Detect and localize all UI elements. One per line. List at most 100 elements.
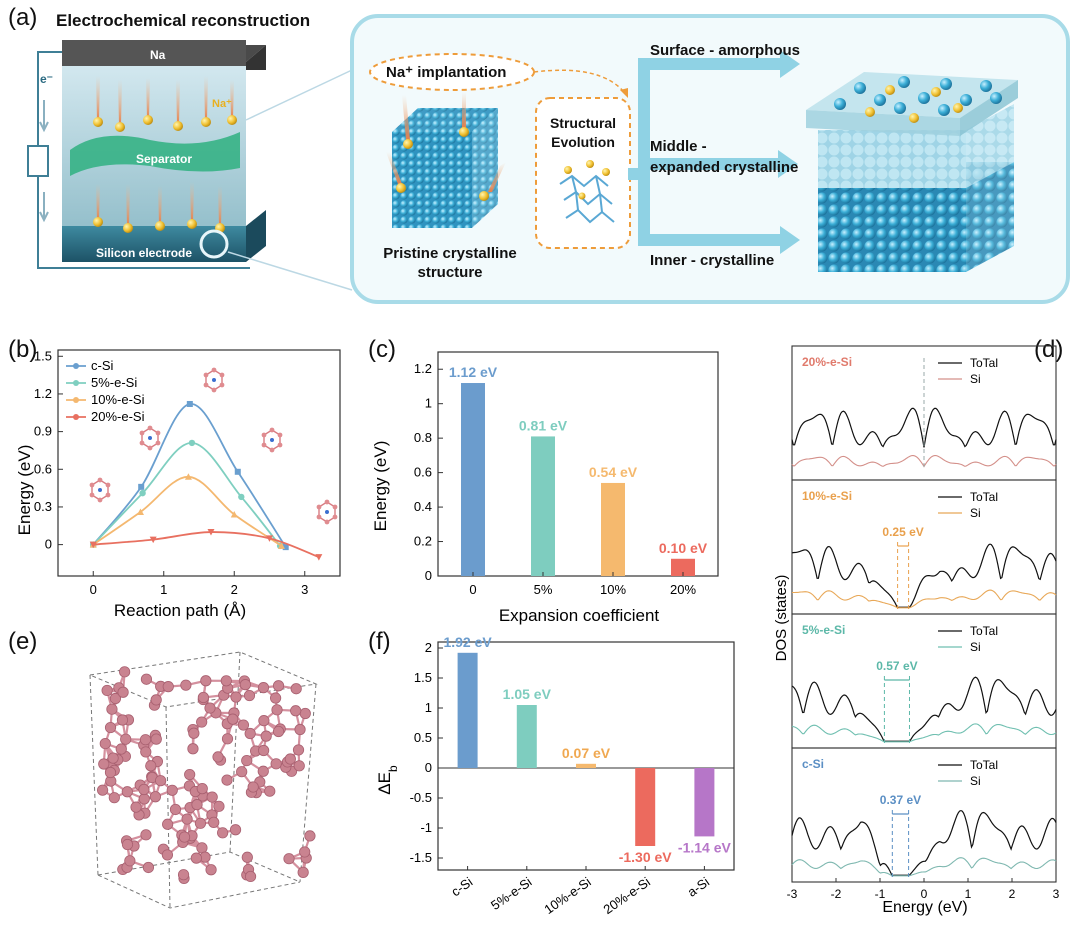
chart-b-molecule-icon [203,367,225,393]
si-atom [208,816,220,828]
chart-f-data-label: -1.30 eV [619,849,673,865]
chart-c-ytick-label: 0.4 [414,499,432,514]
chart-d-subplot-title: 10%-e-Si [802,489,852,503]
chart-f-ytick-label: -0.5 [410,790,432,805]
si-atom [258,744,270,757]
si-atom [187,743,199,755]
si-atom [230,691,242,703]
chart-c-ytick-label: 0 [425,568,432,583]
chart-b-legend-marker [73,380,79,386]
middle-label: Middle - expanded crystalline [650,136,798,178]
si-atom [184,768,196,781]
chart-d-xtick-label: 0 [921,887,928,901]
chart-f-ytick-label: 0 [425,760,432,775]
chart-c-ytick-label: 0.6 [414,465,432,480]
chart-b-point [234,468,241,475]
chart-c-bar [671,558,695,576]
si-atom [292,744,305,756]
si-atom [196,842,208,854]
chart-d-total-curve [791,407,1057,448]
si-atom [221,774,233,786]
si-atom [294,723,306,736]
pristine-label-line2: structure [417,264,483,281]
si-atom [166,784,178,796]
si-atom [181,813,193,825]
chart-d-legend-label: ToTal [970,624,998,638]
chart-f-ylabel-sub: b [386,765,400,772]
chart-d-si-curve [791,723,1057,743]
chart-f-ylabel-main: ΔE [375,772,394,795]
chart-b-ytick-label: 1.5 [34,348,52,363]
chart-d-gap-label: 0.57 eV [876,659,917,673]
si-atom [162,818,174,830]
chart-b-xtick-label: 1 [160,582,167,597]
panel-f-label: (f) [368,628,391,655]
chart-b-point [184,473,192,480]
si-atom [239,679,251,691]
evolution-label-line2: Evolution [551,134,615,150]
chart-b-xtick-label: 3 [301,582,308,597]
si-atom [241,851,253,863]
battery-cell [62,40,266,262]
chart-f-bar [694,768,715,837]
chart-d-total-curve [791,809,1057,877]
chart-d-xlabel: Energy (eV) [882,899,967,916]
chart-c-xlabel: Expansion coefficient [499,606,660,625]
chart-b-legend-label: 20%-e-Si [91,409,145,424]
si-atom [104,721,117,734]
chart-f-xtick-label: 10%-e-Si [541,874,593,917]
chart-b-point [186,400,193,407]
si-atom [213,800,225,812]
si-atom [299,846,311,858]
si-atom [96,784,109,796]
si-atom [99,737,111,750]
si-atom [247,781,259,793]
pristine-cube [386,92,506,228]
chart-b-ytick-label: 1.2 [34,386,52,401]
si-atom [188,727,200,739]
si-atom [205,864,217,876]
chart-d-legend-label: Si [970,640,981,654]
chart-d-gap-label: 0.37 eV [880,793,921,807]
si-atom [200,675,212,687]
chart-b-point [89,541,97,549]
panel-b-label: (b) [8,336,38,363]
chart-d-legend-label: ToTal [970,758,998,772]
si-atom [264,785,276,797]
chart-c-bar [461,383,485,576]
si-atom [98,758,110,770]
chart-b-point [207,529,215,536]
chart-f-ylabel: ΔEb [375,765,400,795]
chart-f-xtick-label: a-Si [685,874,713,900]
chart-c-ylabel: Energy (eV) [371,441,390,532]
chart-d-xtick-label: 3 [1053,887,1060,901]
chart-d-legend-label: ToTal [970,490,998,504]
chart-b-point [149,536,157,544]
si-atom [140,829,152,841]
chart-f-xtick-label: 5%-e-Si [488,874,535,913]
si-atom [138,793,150,805]
si-atom [206,791,218,803]
si-atom [212,751,224,763]
chart-b-point [282,544,289,551]
chart-d-xtick-label: -2 [831,887,842,901]
chart-b-legend-label: c-Si [91,358,114,373]
separator-label: Separator [136,152,193,166]
si-atom [244,727,256,740]
chart-b-legend-label: 10%-e-Si [91,392,145,407]
chart-c-ytick-label: 0.8 [414,430,432,445]
panel-a-label: (a) [8,4,38,31]
chart-b-molecule-icon [316,499,338,525]
implantation-label: Na⁺ implantation [386,64,507,81]
si-atom [121,786,133,798]
chart-b-legend-marker [73,363,79,369]
si-atom [272,680,285,692]
si-atom [119,666,131,678]
chart-d-si-curve [791,857,1057,877]
si-atom [221,733,234,745]
chart-d-xtick-label: -3 [787,887,798,901]
chart-d-ylabel: DOS (states) [773,575,790,662]
pristine-label-line1: Pristine crystalline [383,245,517,262]
chart-b-point [138,483,145,490]
inner-label: Inner - crystalline [650,252,775,269]
